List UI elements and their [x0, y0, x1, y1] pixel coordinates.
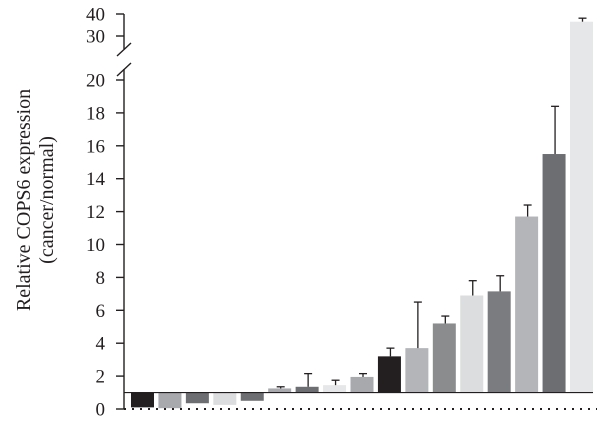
baseline-group	[124, 391, 597, 410]
bar-6	[268, 388, 292, 393]
bar-7	[295, 386, 319, 393]
bar-5	[240, 392, 264, 401]
y-tick-12-label: 12	[86, 202, 105, 223]
y-tick-40-label: 40	[86, 5, 105, 26]
y-tick-30-label: 30	[86, 27, 105, 48]
bars-group	[131, 17, 593, 409]
bar-15	[515, 216, 539, 393]
y-tick-18-label: 18	[86, 103, 105, 124]
bar-13	[460, 295, 484, 393]
y-tick-20-label: 20	[86, 71, 105, 92]
y-tick-6-label: 6	[96, 301, 106, 322]
y-tick-10-label: 10	[86, 235, 105, 256]
y-tick-14-label: 14	[86, 169, 106, 190]
axis-break-mark	[116, 62, 132, 77]
axis-break-mark	[116, 42, 132, 57]
bar-8	[323, 385, 347, 393]
bar-1	[131, 392, 154, 408]
bar-12	[432, 323, 456, 393]
bar-3	[185, 392, 209, 404]
bar-10	[377, 356, 401, 393]
bar-9	[350, 376, 374, 393]
bar-4	[213, 392, 237, 405]
y-axis-title: Relative COPS6 expression (cancer/normal…	[13, 89, 58, 311]
bar-17	[570, 21, 593, 393]
y-tick-2-label: 2	[96, 367, 106, 388]
y-tick-0-label: 0	[96, 400, 106, 421]
y-tick-8-label: 8	[96, 268, 106, 289]
y-tick-16-label: 16	[86, 136, 105, 157]
y-tick-4-label: 4	[96, 334, 106, 355]
bar-2	[158, 392, 182, 409]
y-axis-title-line-1: Relative COPS6 expression	[13, 89, 35, 311]
bar-11	[405, 348, 429, 393]
bar-14	[487, 291, 511, 393]
y-axis-title-line-2: (cancer/normal)	[36, 136, 58, 264]
bar-16	[542, 154, 566, 393]
